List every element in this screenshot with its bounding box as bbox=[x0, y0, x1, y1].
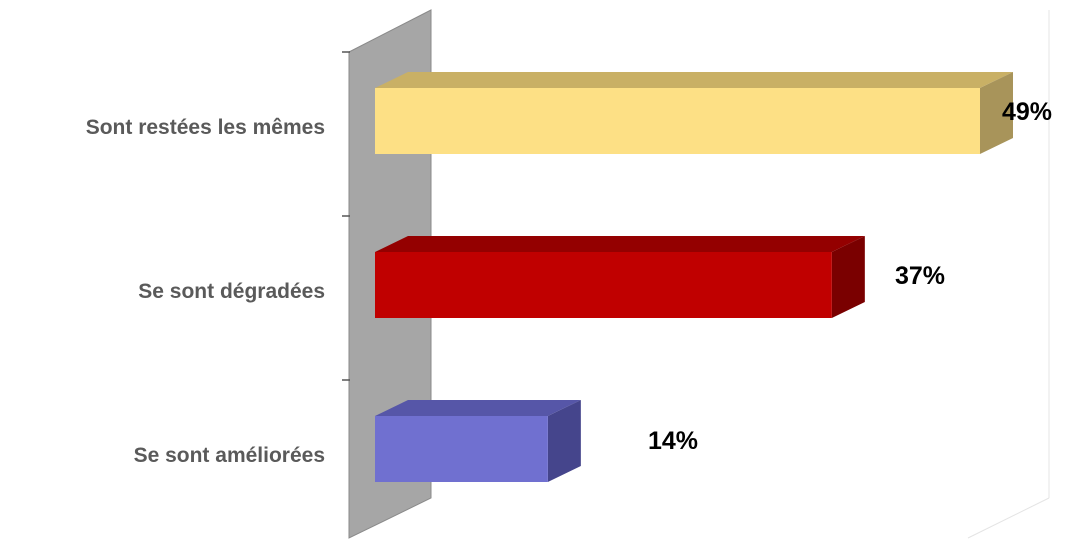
value-labels: 49% 37% 14% bbox=[648, 98, 1052, 455]
category-label: Se sont dégradées bbox=[138, 280, 325, 303]
bar-side-face bbox=[547, 400, 581, 482]
bar bbox=[375, 72, 1013, 154]
category-label: Sont restées les mêmes bbox=[86, 116, 325, 139]
data-label: 49% bbox=[1002, 98, 1052, 126]
category-labels: Sont restées les mêmes Se sont dégradées S… bbox=[86, 116, 325, 467]
bar-side-face bbox=[980, 72, 1013, 154]
data-label: 37% bbox=[895, 262, 945, 290]
bar bbox=[375, 400, 581, 482]
bar-side-face bbox=[831, 236, 865, 318]
bar-front-face bbox=[375, 416, 548, 482]
bar bbox=[375, 236, 865, 318]
category-label: Se sont améliorées bbox=[134, 444, 325, 467]
bar-top-face bbox=[375, 400, 581, 416]
data-label: 14% bbox=[648, 427, 698, 455]
bars-group bbox=[375, 72, 1013, 482]
floor-edge-line bbox=[967, 497, 1050, 539]
bar-top-face bbox=[375, 236, 865, 252]
bar-top-face bbox=[375, 72, 1013, 88]
bar-front-face bbox=[375, 88, 980, 154]
bar-front-face bbox=[375, 252, 832, 318]
